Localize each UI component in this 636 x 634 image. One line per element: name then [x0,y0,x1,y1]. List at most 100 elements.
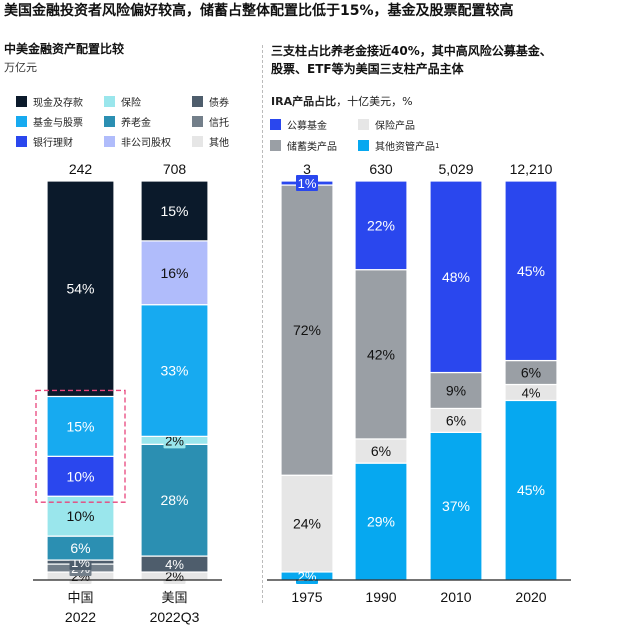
right-legend-swatch [358,140,369,151]
left-legend-swatch [192,96,203,107]
right-data-label: 1% [298,176,317,191]
right-chart-unit: IRA产品占比，十亿美元，% [271,93,413,109]
left-data-label: 33% [160,363,188,379]
page-title: 美国金融投资者风险偏好较高，储蓄占整体配置比低于15%，基金及股票配置较高 [4,3,514,19]
right-bar-segment [429,180,483,374]
right-data-label: 4% [522,385,541,400]
left-legend-item: 信托 [192,114,229,129]
right-bar-segment [280,474,334,573]
right-data-label: 48% [442,269,470,285]
left-legend-item: 基金与股票 [16,114,83,129]
right-legend-footnote-mark: 1 [435,141,440,150]
right-data-label: 45% [517,263,545,279]
right-label-chip [296,175,318,192]
left-legend-item: 其他 [192,134,229,149]
right-data-label: 24% [293,516,321,532]
right-total-label: 630 [369,161,393,177]
left-data-label: 10% [66,508,94,524]
left-data-label: 2% [165,433,184,448]
right-legend-label: 保险产品 [375,121,415,132]
left-legend-label: 其他 [209,138,229,149]
right-bar-segment [354,180,408,271]
left-bar-segment [140,304,209,437]
left-legend-swatch [192,136,203,147]
right-unit-rest: ，十亿美元，% [336,95,413,108]
right-bar-segment [354,438,408,464]
left-legend-item: 养老金 [104,114,151,129]
right-chart-title-line2: 股票、ETF等为美国三支柱产品主体 [271,62,464,76]
left-data-label: 15% [160,203,188,219]
right-bar-segment [354,462,408,581]
right-legend-item: 保险产品 [358,117,415,132]
right-bar-segment [429,371,483,410]
right-bar-segment [280,184,334,476]
left-legend-swatch [16,116,27,127]
left-legend-label: 保险 [121,98,141,109]
left-bar-segment [46,180,115,398]
right-legend-item: 其他资管产品 1 [358,138,439,153]
left-legend-swatch [16,96,27,107]
right-bar-segment [354,269,408,440]
left-data-label: 28% [160,492,188,508]
left-total-label: 242 [69,161,93,177]
right-legend-item: 公募基金 [270,117,327,132]
left-category-label: 2022Q3 [150,609,200,625]
right-chart-title-line1: 三支柱占比养老金接近40%，其中高风险公募基金、 [271,44,552,58]
right-bar-segment [504,180,558,362]
right-category-label: 2010 [440,589,471,605]
left-data-label: 6% [70,540,90,556]
left-legend-item: 保险 [104,94,141,109]
left-legend-label: 信托 [209,118,229,129]
right-category-label: 1990 [365,589,396,605]
left-legend-label: 基金与股票 [33,118,83,129]
left-legend-swatch [192,116,203,127]
right-data-label: 6% [521,365,541,381]
right-unit-bold: IRA产品占比 [271,95,337,108]
left-legend-item: 银行理财 [16,134,73,149]
right-legend-swatch [270,119,281,130]
right-data-label: 72% [293,322,321,338]
left-category-label: 美国 [161,590,187,605]
left-legend-label: 养老金 [121,118,151,129]
left-legend-label: 债券 [209,98,229,109]
left-bar-segment [140,240,209,306]
left-legend-swatch [104,96,115,107]
right-data-label: 6% [446,412,466,428]
right-total-label: 5,029 [438,161,473,177]
left-legend-label: 银行理财 [33,138,73,149]
panel-divider [262,45,263,603]
right-legend-swatch [270,140,281,151]
left-legend-item: 现金及存款 [16,94,83,109]
left-bar-segment [46,395,115,457]
right-data-label: 22% [367,217,395,233]
left-data-label: 10% [66,468,94,484]
left-data-label: 15% [66,418,94,434]
right-data-label: 29% [367,514,395,530]
left-data-label: 54% [66,281,94,297]
left-legend-swatch [104,116,115,127]
right-data-label: 6% [371,443,391,459]
left-category-label: 中国 [67,590,93,605]
left-legend-item: 非公司股权 [104,134,171,149]
left-bar-segment [140,180,209,242]
right-category-label: 1975 [291,589,322,605]
right-bar-segment [429,431,483,581]
right-legend-label: 公募基金 [287,121,327,132]
right-legend-swatch [358,119,369,130]
left-data-label: 16% [160,265,188,281]
left-bar-segment [46,455,115,497]
left-highlight-box [35,389,126,503]
left-chart-title: 中美金融资产配置比较 [4,42,125,56]
right-category-label: 2020 [515,589,546,605]
left-legend-label: 非公司股权 [121,138,171,149]
right-data-label: 9% [446,382,466,398]
right-total-label: 3 [303,161,311,177]
left-category-label: 2022 [65,609,96,625]
left-legend-label: 现金及存款 [33,98,83,109]
right-legend-item: 储蓄类产品 [270,138,337,153]
left-legend-swatch [104,136,115,147]
right-total-label: 12,210 [510,161,553,177]
left-chart-unit: 万亿元 [4,61,37,74]
left-data-label: 4% [165,557,184,572]
